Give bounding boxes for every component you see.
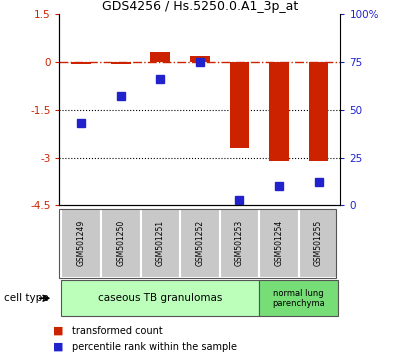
Bar: [308, 62, 328, 161]
Bar: [71, 62, 91, 64]
Bar: [268, 62, 288, 161]
Bar: [298, 209, 337, 278]
Bar: [219, 209, 258, 278]
Bar: [150, 52, 170, 62]
Bar: [61, 209, 101, 278]
Text: ■: ■: [53, 342, 64, 352]
Text: GSM501249: GSM501249: [76, 220, 85, 267]
Text: GSM501255: GSM501255: [313, 220, 322, 267]
Bar: [258, 209, 298, 278]
Text: caseous TB granulomas: caseous TB granulomas: [98, 293, 222, 303]
Text: percentile rank within the sample: percentile rank within the sample: [72, 342, 236, 352]
Text: GSM501253: GSM501253: [234, 220, 243, 267]
Text: GSM501250: GSM501250: [116, 220, 125, 267]
Text: GSM501254: GSM501254: [274, 220, 283, 267]
Bar: [140, 209, 180, 278]
Text: GSM501251: GSM501251: [155, 220, 164, 267]
Text: normal lung
parenchyma: normal lung parenchyma: [272, 289, 324, 308]
Text: GSM501252: GSM501252: [195, 220, 204, 267]
Bar: [61, 280, 258, 316]
Title: GDS4256 / Hs.5250.0.A1_3p_at: GDS4256 / Hs.5250.0.A1_3p_at: [101, 0, 297, 13]
Text: cell type: cell type: [4, 293, 49, 303]
Bar: [258, 280, 337, 316]
Bar: [101, 209, 140, 278]
Bar: [189, 56, 209, 62]
Bar: [110, 62, 130, 64]
Text: transformed count: transformed count: [72, 326, 162, 336]
Text: ■: ■: [53, 326, 64, 336]
Bar: [180, 209, 219, 278]
Bar: [229, 62, 249, 148]
